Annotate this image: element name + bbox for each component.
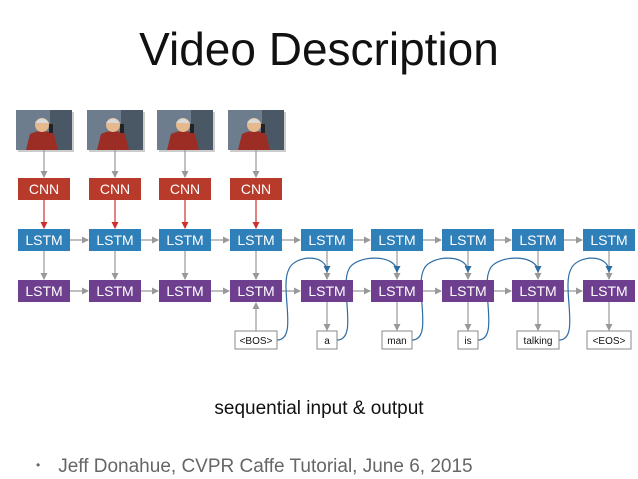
lstm-bottom-1-label: LSTM (25, 283, 62, 299)
lstm-top-4-label: LSTM (237, 232, 274, 248)
cnn-box-1 (18, 178, 70, 200)
lstm-top-6 (371, 229, 423, 251)
lstm-top-7-label: LSTM (449, 232, 486, 248)
video-frame-3 (157, 110, 215, 152)
lstm-bottom-3-label: LSTM (166, 283, 203, 299)
word-label-4: is (464, 336, 471, 347)
lstm-bottom-4 (230, 280, 282, 302)
slide-title: Video Description (139, 23, 499, 75)
lstm-bottom-2 (89, 280, 141, 302)
lstm-top-5-label: LSTM (308, 232, 345, 248)
word-box-4 (457, 330, 479, 350)
feedback-curve-1 (276, 257, 331, 341)
lstm-bottom-8 (512, 280, 564, 302)
feedback-curve-3 (411, 257, 472, 341)
frame-person-hair (247, 118, 261, 123)
bullet-icon: • (36, 458, 41, 472)
word-label-2: a (324, 336, 330, 347)
word-box-3 (381, 330, 413, 350)
word-box-5 (516, 330, 560, 350)
frame-phone (261, 124, 265, 133)
lstm-bottom-3 (159, 280, 211, 302)
lstm-bottom-7 (442, 280, 494, 302)
lstm-bottom-9 (583, 280, 635, 302)
lstm-bottom-5-label: LSTM (308, 283, 345, 299)
lstm-top-3-label: LSTM (166, 232, 203, 248)
lstm-top-2-label: LSTM (96, 232, 133, 248)
lstm-top-3 (159, 229, 211, 251)
lstm-top-8 (512, 229, 564, 251)
frame-person-body (167, 131, 199, 150)
cnn-box-2 (89, 178, 141, 200)
lstm-top-1 (18, 229, 70, 251)
credit-line: • Jeff Donahue, CVPR Caffe Tutorial, June… (36, 456, 473, 478)
lstm-top-9 (583, 229, 635, 251)
frame-person-body (97, 131, 129, 150)
word-label-1: <BOS> (240, 336, 273, 347)
lstm-video-description-diagram: CNN CNN CNN CNN LSTM LSTM LSTM LSTM LSTM LSTM LSTM… (16, 110, 635, 350)
word-box-1 (234, 330, 278, 350)
frame-person-body (238, 131, 270, 150)
word-box-6 (586, 330, 632, 350)
cnn-box-4 (230, 178, 282, 200)
lstm-bottom-6 (371, 280, 423, 302)
frame-person-hair (176, 118, 190, 123)
frame-person-hair (35, 118, 49, 123)
lstm-bottom-7-label: LSTM (449, 283, 486, 299)
lstm-bottom-6-label: LSTM (378, 283, 415, 299)
frame-phone (120, 124, 124, 133)
lstm-top-5 (301, 229, 353, 251)
lstm-bottom-4-label: LSTM (237, 283, 274, 299)
video-frame-1 (16, 110, 74, 152)
feedback-curve-5 (558, 257, 613, 341)
lstm-bottom-2-label: LSTM (96, 283, 133, 299)
video-frame-4 (228, 110, 286, 152)
cnn-box-4-label: CNN (241, 181, 271, 197)
word-box-2 (316, 330, 338, 350)
cnn-box-3 (159, 178, 211, 200)
cnn-box-3-label: CNN (170, 181, 200, 197)
word-label-3: man (387, 336, 406, 347)
credit-text: Jeff Donahue, CVPR Caffe Tutorial, June … (58, 456, 473, 477)
lstm-bottom-5 (301, 280, 353, 302)
feedback-curve-2 (336, 257, 401, 341)
cnn-box-2-label: CNN (100, 181, 130, 197)
word-label-6: <EOS> (593, 336, 626, 347)
lstm-top-4 (230, 229, 282, 251)
lstm-bottom-1 (18, 280, 70, 302)
lstm-top-1-label: LSTM (25, 232, 62, 248)
lstm-top-7 (442, 229, 494, 251)
lstm-top-9-label: LSTM (590, 232, 627, 248)
frame-person-body (26, 131, 58, 150)
cnn-box-1-label: CNN (29, 181, 59, 197)
frame-person-hair (106, 118, 120, 123)
lstm-top-6-label: LSTM (378, 232, 415, 248)
feedback-curve-4 (477, 257, 542, 341)
lstm-bottom-8-label: LSTM (519, 283, 556, 299)
word-label-5: talking (524, 336, 553, 347)
diagram-caption: sequential input & output (214, 398, 424, 419)
frame-phone (190, 124, 194, 133)
frame-phone (49, 124, 53, 133)
lstm-bottom-9-label: LSTM (590, 283, 627, 299)
lstm-top-8-label: LSTM (519, 232, 556, 248)
lstm-top-2 (89, 229, 141, 251)
video-frame-2 (87, 110, 145, 152)
